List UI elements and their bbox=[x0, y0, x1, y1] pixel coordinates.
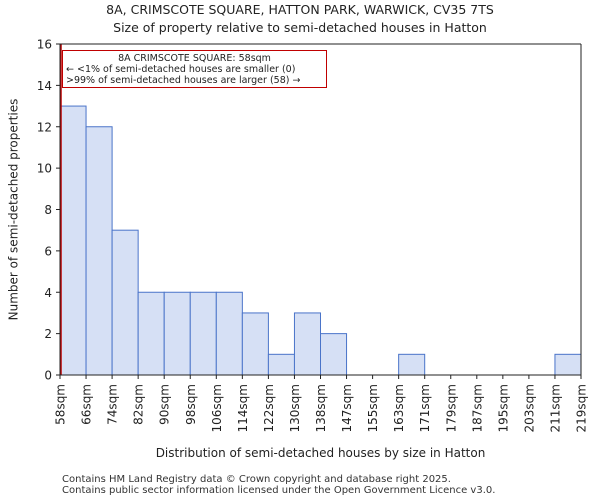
bar-122sqm bbox=[267, 353, 295, 376]
annotation-line1: 8A CRIMSCOTE SQUARE: 58sqm bbox=[118, 53, 271, 64]
footer-line1: Contains HM Land Registry data © Crown c… bbox=[62, 474, 451, 485]
x-tick-label-106sqm: 106sqm bbox=[210, 384, 224, 432]
chart-title-line2: Size of property relative to semi-detach… bbox=[113, 20, 487, 35]
x-tick-label-130sqm: 130sqm bbox=[288, 384, 302, 432]
x-tick-label-163sqm: 163sqm bbox=[392, 384, 406, 432]
x-tick-label-155sqm: 155sqm bbox=[366, 384, 380, 432]
y-tick-label-8: 8 bbox=[44, 203, 52, 217]
x-ticks-group: 58sqm 66sqm 74sqm 82sqm 90sqm 98sqm 106sqm 114s… bbox=[54, 375, 589, 432]
x-tick-label-219sqm: 219sqm bbox=[575, 384, 589, 432]
bar-82sqm bbox=[137, 291, 165, 376]
x-tick-label-179sqm: 179sqm bbox=[444, 384, 458, 432]
x-tick-label-171sqm: 171sqm bbox=[418, 384, 432, 432]
x-tick-label-74sqm: 74sqm bbox=[106, 384, 120, 425]
annotation-line2: ← <1% of semi-detached houses are smalle… bbox=[66, 64, 296, 75]
footer-line2: Contains public sector information licen… bbox=[62, 485, 496, 496]
x-tick-label-114sqm: 114sqm bbox=[236, 384, 250, 432]
x-axis-label: Distribution of semi-detached houses by … bbox=[156, 446, 486, 460]
y-tick-label-4: 4 bbox=[44, 286, 52, 300]
x-tick-label-98sqm: 98sqm bbox=[184, 384, 198, 425]
bar-58sqm bbox=[59, 105, 87, 376]
x-tick-label-58sqm: 58sqm bbox=[54, 384, 68, 425]
y-tick-label-10: 10 bbox=[37, 162, 52, 176]
bar-130sqm bbox=[293, 312, 322, 376]
y-tick-label-0: 0 bbox=[44, 369, 52, 383]
x-tick-label-195sqm: 195sqm bbox=[496, 384, 510, 432]
bar-90sqm bbox=[163, 291, 191, 376]
x-tick-label-82sqm: 82sqm bbox=[132, 384, 146, 425]
annotation-box: 8A CRIMSCOTE SQUARE: 58sqm ← <1% of semi… bbox=[62, 50, 327, 88]
x-tick-label-147sqm: 147sqm bbox=[340, 384, 354, 432]
x-tick-label-90sqm: 90sqm bbox=[158, 384, 172, 425]
bar-211sqm bbox=[554, 353, 582, 376]
bar-114sqm bbox=[241, 312, 269, 376]
y-tick-label-6: 6 bbox=[44, 244, 52, 258]
x-tick-label-138sqm: 138sqm bbox=[314, 384, 328, 432]
y-tick-label-2: 2 bbox=[44, 327, 52, 341]
y-tick-label-16: 16 bbox=[37, 38, 52, 52]
x-tick-label-66sqm: 66sqm bbox=[80, 384, 94, 425]
bar-138sqm bbox=[320, 333, 348, 376]
x-tick-label-187sqm: 187sqm bbox=[470, 384, 484, 432]
bars-group bbox=[59, 105, 582, 376]
bar-163sqm bbox=[398, 353, 426, 376]
x-tick-label-122sqm: 122sqm bbox=[262, 384, 276, 432]
bar-66sqm bbox=[85, 126, 113, 376]
bar-74sqm bbox=[111, 229, 139, 376]
y-tick-label-12: 12 bbox=[37, 120, 52, 134]
x-tick-label-203sqm: 203sqm bbox=[522, 384, 536, 432]
bar-106sqm bbox=[215, 291, 243, 376]
annotation-line3: >99% of semi-detached houses are larger … bbox=[66, 75, 301, 86]
x-tick-label-211sqm: 211sqm bbox=[548, 384, 562, 432]
y-axis-label: Number of semi-detached properties bbox=[7, 99, 21, 321]
chart-title-line1: 8A, CRIMSCOTE SQUARE, HATTON PARK, WARWI… bbox=[106, 2, 494, 17]
y-ticks-group: 0 2 4 6 8 10 12 14 16 bbox=[37, 38, 60, 383]
bar-98sqm bbox=[189, 291, 217, 376]
y-tick-label-14: 14 bbox=[37, 79, 52, 93]
